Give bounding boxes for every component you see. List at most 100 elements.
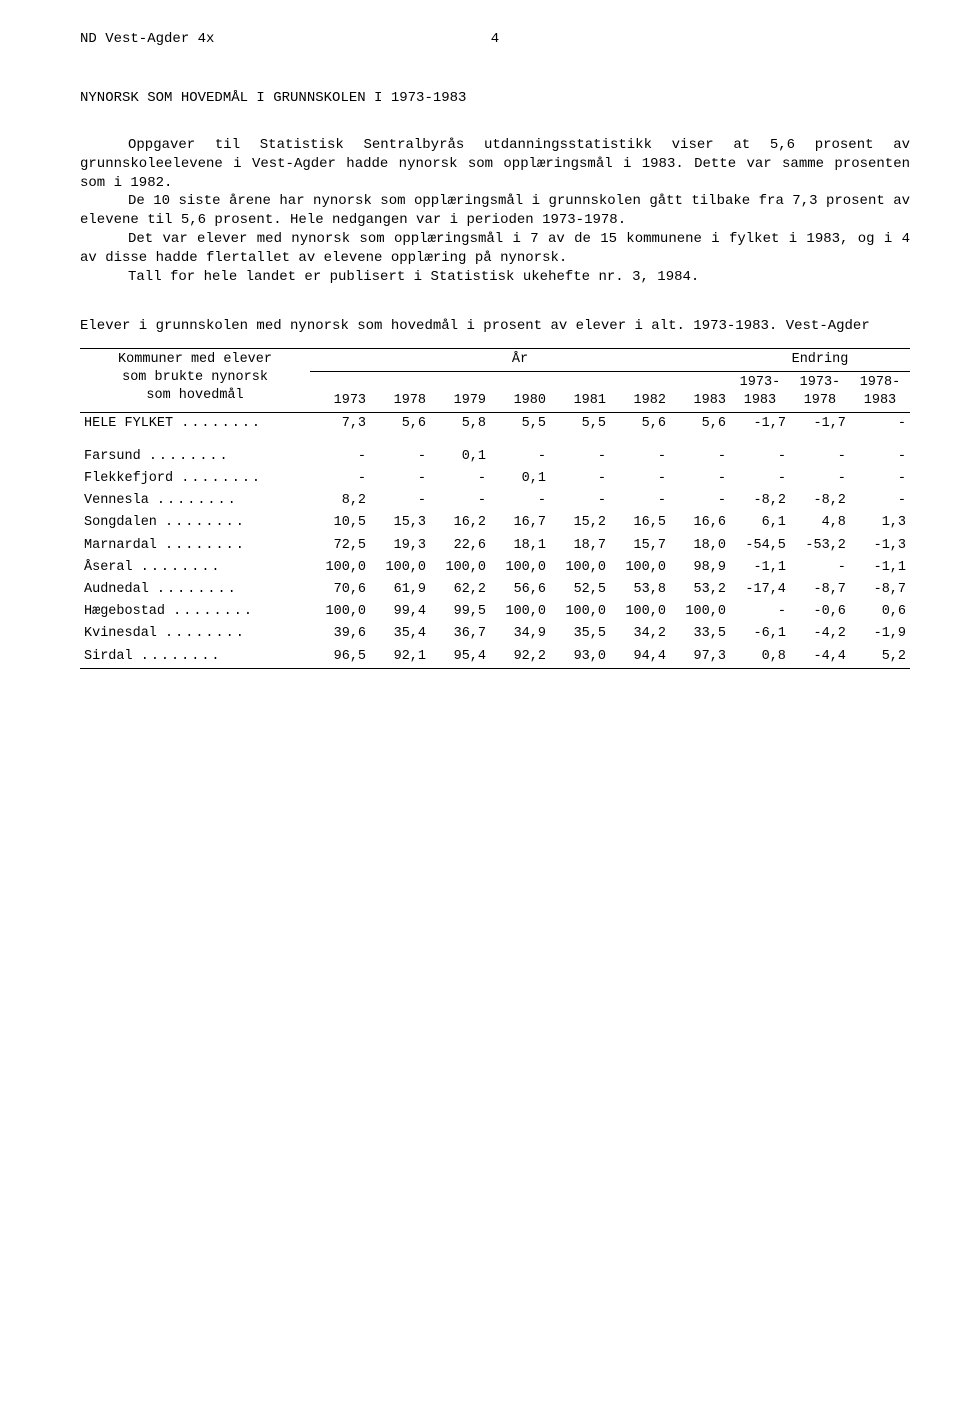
cell: 7,3: [310, 413, 370, 436]
cell: 5,6: [610, 413, 670, 436]
cell: -: [850, 468, 910, 490]
cell: -1,1: [730, 557, 790, 579]
cell: 100,0: [490, 557, 550, 579]
cell: -: [610, 436, 670, 468]
cell: 16,2: [430, 512, 490, 534]
cell: -: [730, 436, 790, 468]
change-col: 1973-1983: [730, 372, 790, 413]
cell: -: [610, 468, 670, 490]
cell: 92,2: [490, 646, 550, 669]
row-label: Songdalen ........: [80, 512, 310, 534]
cell: 97,3: [670, 646, 730, 669]
table-row: Audnedal ........70,661,962,256,652,553,…: [80, 579, 910, 601]
row-label: Kvinesdal ........: [80, 623, 310, 645]
header-left: ND Vest-Agder 4x: [80, 30, 475, 49]
row-label: Vennesla ........: [80, 490, 310, 512]
cell: -8,7: [790, 579, 850, 601]
year-group-heading: År: [310, 348, 730, 371]
cell: 92,1: [370, 646, 430, 669]
cell: 16,5: [610, 512, 670, 534]
cell: 16,6: [670, 512, 730, 534]
change-group-heading: Endring: [730, 348, 910, 371]
cell: -: [370, 468, 430, 490]
cell: -: [550, 436, 610, 468]
cell: 35,4: [370, 623, 430, 645]
cell: 18,1: [490, 535, 550, 557]
cell: 33,5: [670, 623, 730, 645]
cell: -: [550, 490, 610, 512]
cell: -: [790, 468, 850, 490]
table-row: Hægebostad ........100,099,499,5100,0100…: [80, 601, 910, 623]
cell: 4,8: [790, 512, 850, 534]
cell: 5,2: [850, 646, 910, 669]
cell: -54,5: [730, 535, 790, 557]
year-col: 1982: [610, 372, 670, 413]
table-row: Farsund ........--0,1-------: [80, 436, 910, 468]
data-table: Kommuner med elever som brukte nynorsk s…: [80, 348, 910, 669]
cell: 34,9: [490, 623, 550, 645]
cell: 15,2: [550, 512, 610, 534]
cell: 56,6: [490, 579, 550, 601]
table-row: Flekkefjord ........---0,1------: [80, 468, 910, 490]
paragraph: Oppgaver til Statistisk Sentralbyrås utd…: [80, 136, 910, 193]
table-row: HELE FYLKET ........7,35,65,85,55,55,65,…: [80, 413, 910, 436]
cell: -17,4: [730, 579, 790, 601]
cell: -: [310, 468, 370, 490]
cell: 0,6: [850, 601, 910, 623]
paragraph: De 10 siste årene har nynorsk som opplær…: [80, 192, 910, 230]
cell: 72,5: [310, 535, 370, 557]
cell: 99,5: [430, 601, 490, 623]
cell: 96,5: [310, 646, 370, 669]
cell: -6,1: [730, 623, 790, 645]
cell: 1,3: [850, 512, 910, 534]
cell: 18,7: [550, 535, 610, 557]
cell: 98,9: [670, 557, 730, 579]
cell: -8,2: [730, 490, 790, 512]
cell: -1,7: [790, 413, 850, 436]
cell: 100,0: [310, 601, 370, 623]
row-label: Åseral ........: [80, 557, 310, 579]
cell: -: [430, 468, 490, 490]
cell: 22,6: [430, 535, 490, 557]
cell: -53,2: [790, 535, 850, 557]
cell: 5,8: [430, 413, 490, 436]
cell: -: [670, 436, 730, 468]
year-col: 1981: [550, 372, 610, 413]
year-col: 1983: [670, 372, 730, 413]
cell: -: [370, 436, 430, 468]
cell: 100,0: [430, 557, 490, 579]
cell: -: [430, 490, 490, 512]
cell: 53,8: [610, 579, 670, 601]
row-label: Marnardal ........: [80, 535, 310, 557]
cell: 15,7: [610, 535, 670, 557]
cell: -: [850, 490, 910, 512]
cell: -: [370, 490, 430, 512]
cell: 19,3: [370, 535, 430, 557]
cell: -: [490, 490, 550, 512]
stub-heading: Kommuner med elever som brukte nynorsk s…: [80, 348, 310, 413]
cell: -: [550, 468, 610, 490]
cell: 94,4: [610, 646, 670, 669]
cell: 0,1: [430, 436, 490, 468]
page-header: ND Vest-Agder 4x 4: [80, 30, 910, 49]
page-number: 4: [475, 30, 515, 49]
cell: 93,0: [550, 646, 610, 669]
row-label: Audnedal ........: [80, 579, 310, 601]
cell: -0,6: [790, 601, 850, 623]
cell: -: [730, 601, 790, 623]
cell: 100,0: [610, 601, 670, 623]
row-label: Farsund ........: [80, 436, 310, 468]
cell: -4,4: [790, 646, 850, 669]
cell: 34,2: [610, 623, 670, 645]
cell: -: [850, 413, 910, 436]
table-caption: Elever i grunnskolen med nynorsk som hov…: [80, 317, 910, 336]
cell: -1,9: [850, 623, 910, 645]
table-body: HELE FYLKET ........7,35,65,85,55,55,65,…: [80, 413, 910, 668]
cell: 100,0: [550, 601, 610, 623]
document-title: NYNORSK SOM HOVEDMÅL I GRUNNSKOLEN I 197…: [80, 89, 910, 108]
year-col: 1980: [490, 372, 550, 413]
cell: -: [850, 436, 910, 468]
cell: -: [790, 557, 850, 579]
cell: -: [670, 490, 730, 512]
cell: 0,8: [730, 646, 790, 669]
